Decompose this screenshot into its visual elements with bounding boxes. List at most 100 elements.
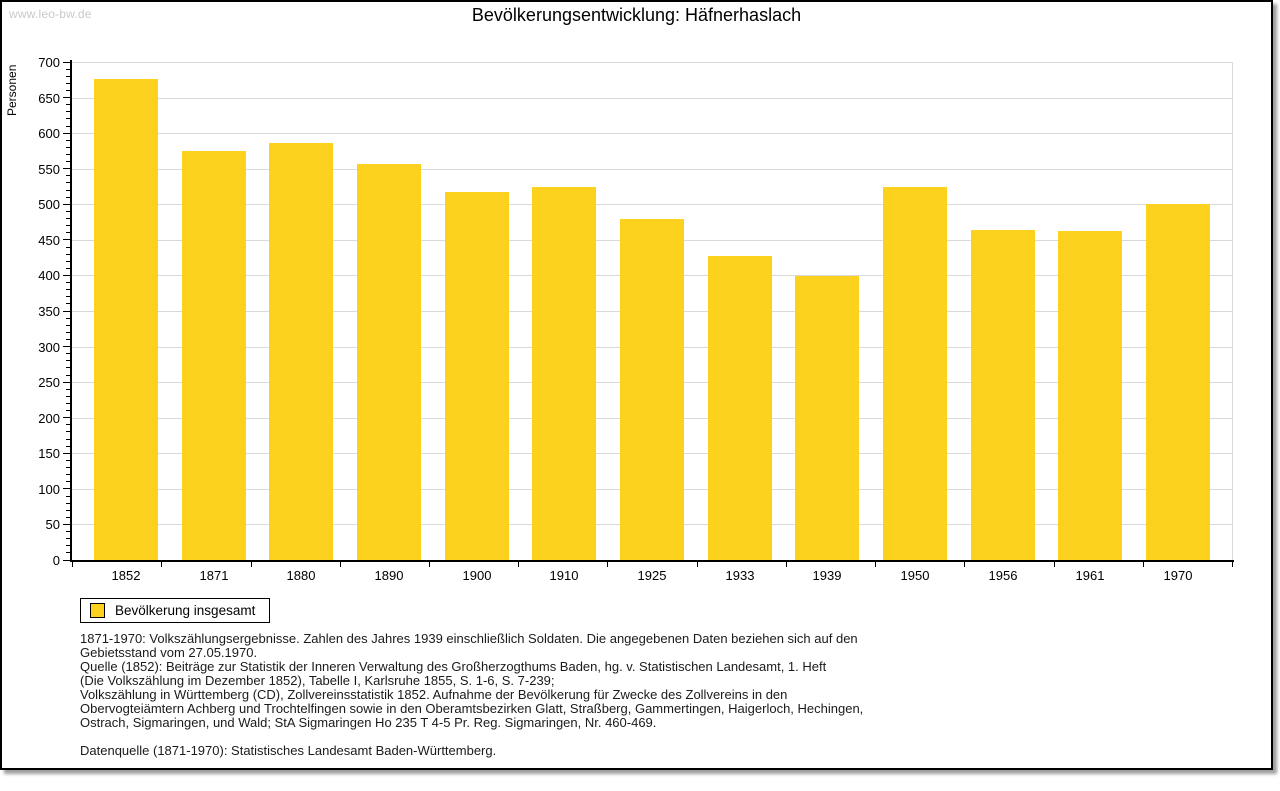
x-tick	[518, 562, 520, 567]
footnotes: 1871-1970: Volkszählungsergebnisse. Zahl…	[80, 632, 1260, 758]
x-axis-label-1970: 1970	[1163, 568, 1193, 583]
y-minor-tick	[66, 246, 70, 248]
y-minor-tick	[66, 175, 70, 177]
y-tick-label: 650	[38, 91, 60, 106]
y-minor-tick	[66, 431, 70, 433]
y-minor-tick	[66, 502, 70, 504]
x-tick	[1053, 562, 1055, 567]
x-tick	[161, 562, 163, 567]
y-major-tick	[63, 274, 70, 276]
y-minor-tick	[66, 182, 70, 184]
site-watermark: www.leo-bw.de	[9, 7, 92, 21]
y-minor-tick	[66, 189, 70, 191]
y-minor-tick	[66, 161, 70, 163]
x-axis-label-1910: 1910	[549, 568, 579, 583]
y-minor-tick	[66, 445, 70, 447]
footnote-line: Gebietsstand vom 27.05.1970.	[80, 645, 258, 660]
y-tick-label: 550	[38, 162, 60, 177]
footnote-line: Ostrach, Sigmaringen, und Wald; StA Sigm…	[80, 715, 657, 730]
bar-1961	[1058, 230, 1122, 560]
gridline	[72, 98, 1232, 99]
y-minor-tick	[66, 474, 70, 476]
y-minor-tick	[66, 438, 70, 440]
y-minor-tick	[66, 296, 70, 298]
gridline	[72, 62, 1232, 63]
y-tick-label: 50	[45, 517, 60, 532]
bar-1925	[620, 219, 684, 560]
bar-1950	[883, 186, 947, 560]
y-minor-tick	[66, 339, 70, 340]
y-minor-tick	[66, 218, 70, 219]
y-minor-tick	[66, 196, 70, 198]
y-tick-label: 300	[38, 340, 60, 355]
y-minor-tick	[66, 538, 70, 540]
y-minor-tick	[66, 388, 70, 390]
plot-area	[72, 62, 1233, 560]
y-minor-tick	[66, 68, 70, 70]
gridline	[72, 204, 1232, 205]
x-tick	[250, 562, 252, 567]
y-major-tick	[63, 132, 70, 134]
y-minor-tick	[66, 331, 70, 333]
y-minor-tick	[66, 289, 70, 291]
x-axis-label-1925: 1925	[637, 568, 667, 583]
x-tick	[428, 562, 430, 567]
y-minor-tick	[66, 125, 70, 127]
footnote-line: Volkszählung in Württemberg (CD), Zollve…	[80, 687, 788, 702]
y-minor-tick	[66, 282, 70, 283]
y-minor-tick	[66, 516, 70, 518]
bar-1970	[1146, 203, 1210, 560]
y-major-tick	[63, 239, 70, 241]
y-major-tick	[63, 168, 70, 170]
bar-1900	[445, 192, 509, 560]
y-minor-tick	[66, 260, 70, 262]
chart-title: Bevölkerungsentwicklung: Häfnerhaslach	[471, 5, 802, 25]
y-minor-tick	[66, 82, 70, 84]
bar-1939	[795, 276, 859, 560]
y-major-tick	[63, 310, 70, 312]
x-axis-label-1950: 1950	[900, 568, 930, 583]
x-tick	[1142, 562, 1144, 567]
gridline	[72, 133, 1232, 134]
x-axis-label-1900: 1900	[462, 568, 492, 583]
y-minor-tick	[66, 495, 70, 497]
y-minor-tick	[66, 303, 70, 305]
y-minor-tick	[66, 317, 70, 319]
x-tick	[72, 562, 73, 567]
y-major-tick	[63, 381, 70, 383]
y-tick-label: 100	[38, 482, 60, 497]
y-tick-label: 0	[52, 553, 60, 568]
y-minor-tick	[66, 139, 70, 141]
footnote-line: Quelle (1852): Beiträge zur Statistik de…	[80, 659, 827, 674]
x-axis-label-1939: 1939	[812, 568, 842, 583]
y-tick-label: 600	[38, 126, 60, 141]
y-minor-tick	[66, 90, 70, 91]
bar-1956	[971, 229, 1035, 560]
y-minor-tick	[66, 118, 70, 120]
x-axis-label-1956: 1956	[988, 568, 1018, 583]
bar-1910	[532, 186, 596, 560]
y-minor-tick	[66, 253, 70, 255]
y-major-tick	[63, 488, 70, 490]
y-minor-tick	[66, 424, 70, 426]
footnote-line: (Die Volkszählung im Dezember 1852), Tab…	[80, 673, 555, 688]
gridline	[72, 169, 1232, 170]
x-tick	[607, 562, 609, 567]
y-minor-tick	[66, 225, 70, 227]
x-axis-label-1933: 1933	[725, 568, 755, 583]
y-tick-label: 250	[38, 375, 60, 390]
x-tick	[875, 562, 877, 567]
legend-swatch	[90, 603, 105, 618]
bar-1880	[269, 143, 333, 560]
legend: Bevölkerung insgesamt	[80, 598, 271, 623]
x-axis-label-1890: 1890	[374, 568, 404, 583]
y-minor-tick	[66, 104, 70, 106]
y-minor-tick	[66, 545, 70, 547]
footnote-line: Obervogteiämtern Achberg und Trochtelfin…	[80, 701, 864, 716]
bar-1890	[357, 163, 421, 560]
x-axis-label-1961: 1961	[1075, 568, 1105, 583]
y-minor-tick	[66, 232, 70, 234]
y-minor-tick	[66, 324, 70, 326]
y-minor-tick	[66, 410, 70, 412]
y-tick-label: 150	[38, 446, 60, 461]
